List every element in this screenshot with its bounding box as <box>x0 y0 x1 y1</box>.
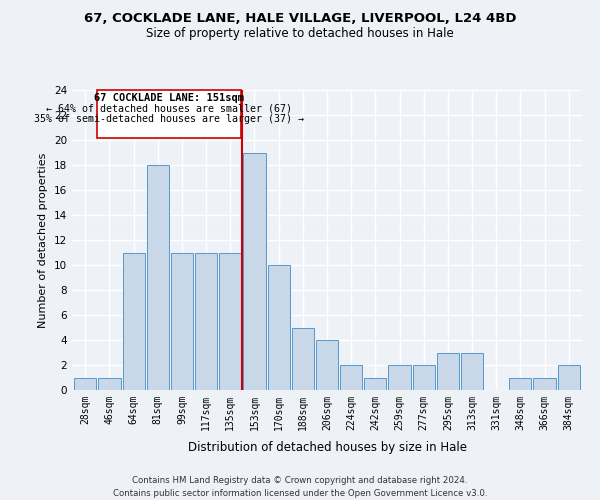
Bar <box>292 328 314 390</box>
Bar <box>316 340 338 390</box>
Bar <box>413 365 435 390</box>
Text: 67, COCKLADE LANE, HALE VILLAGE, LIVERPOOL, L24 4BD: 67, COCKLADE LANE, HALE VILLAGE, LIVERPO… <box>84 12 516 26</box>
Bar <box>219 252 241 390</box>
Text: Size of property relative to detached houses in Hale: Size of property relative to detached ho… <box>146 28 454 40</box>
Bar <box>461 352 483 390</box>
Bar <box>98 378 121 390</box>
Text: Contains public sector information licensed under the Open Government Licence v3: Contains public sector information licen… <box>113 489 487 498</box>
Bar <box>146 165 169 390</box>
Bar <box>340 365 362 390</box>
X-axis label: Distribution of detached houses by size in Hale: Distribution of detached houses by size … <box>187 441 467 454</box>
Bar <box>437 352 459 390</box>
Text: 67 COCKLADE LANE: 151sqm: 67 COCKLADE LANE: 151sqm <box>94 93 244 103</box>
Bar <box>388 365 410 390</box>
Bar <box>171 252 193 390</box>
Bar <box>509 378 532 390</box>
Text: Contains HM Land Registry data © Crown copyright and database right 2024.: Contains HM Land Registry data © Crown c… <box>132 476 468 485</box>
Y-axis label: Number of detached properties: Number of detached properties <box>38 152 49 328</box>
Bar <box>122 252 145 390</box>
Bar <box>364 378 386 390</box>
Bar <box>268 265 290 390</box>
Bar <box>74 378 97 390</box>
Bar <box>195 252 217 390</box>
Bar <box>557 365 580 390</box>
Bar <box>244 152 266 390</box>
Text: ← 64% of detached houses are smaller (67): ← 64% of detached houses are smaller (67… <box>46 104 292 114</box>
FancyBboxPatch shape <box>97 90 241 138</box>
Bar <box>533 378 556 390</box>
Text: 35% of semi-detached houses are larger (37) →: 35% of semi-detached houses are larger (… <box>34 114 304 124</box>
